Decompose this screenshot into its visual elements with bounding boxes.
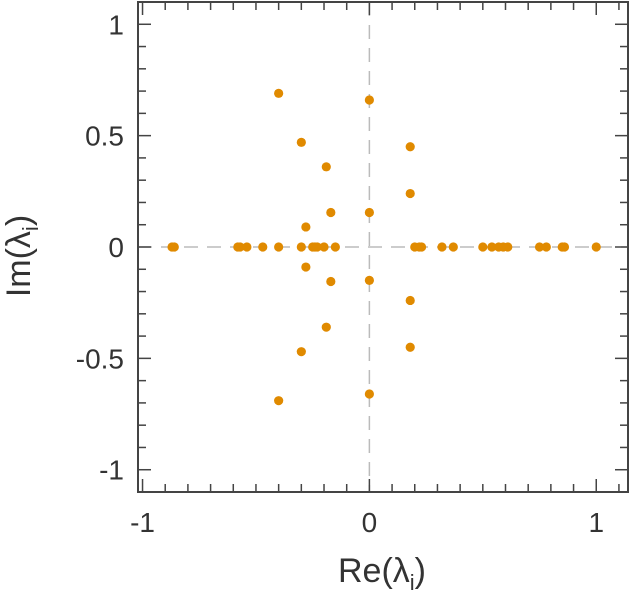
data-point (258, 242, 268, 252)
data-point (437, 242, 447, 252)
axis-ticks (138, 1, 628, 493)
data-point (416, 242, 427, 252)
data-point (448, 242, 458, 252)
data-point (405, 142, 415, 152)
data-point (274, 396, 284, 406)
data-point (296, 347, 306, 357)
data-point (364, 207, 374, 218)
data-point (364, 389, 374, 399)
data-point (242, 242, 252, 252)
data-point (330, 242, 340, 252)
data-point (405, 342, 415, 352)
y-tick-label: 1 (108, 9, 124, 40)
y-axis-label: Im(λi) (0, 215, 43, 297)
y-tick-label: 0 (108, 232, 124, 263)
x-tick-label: 0 (362, 507, 378, 538)
y-tick-label: -1 (99, 455, 124, 486)
data-point (364, 95, 374, 105)
data-point (478, 242, 488, 252)
data-point (321, 322, 331, 332)
data-point (541, 242, 551, 252)
data-point (169, 242, 179, 252)
data-point (235, 242, 245, 252)
data-point (326, 276, 336, 287)
data-point (405, 295, 415, 306)
y-tick-label: 0.5 (85, 121, 124, 152)
data-point (296, 137, 306, 147)
x-axis-label: Re(λi) (338, 552, 426, 595)
data-points (167, 88, 601, 406)
data-point (274, 242, 284, 252)
data-point (591, 242, 601, 252)
data-point (274, 88, 284, 98)
tick-labels: -1 0 1 -1 -0.5 0 0.5 1 (76, 9, 604, 538)
data-point (487, 242, 497, 252)
data-point (364, 275, 374, 286)
data-point (503, 242, 513, 252)
y-tick-label: -0.5 (76, 343, 124, 374)
x-tick-label: -1 (130, 507, 155, 538)
data-point (326, 207, 336, 218)
data-point (405, 188, 415, 199)
data-point (312, 242, 322, 252)
data-point (559, 242, 570, 252)
zero-lines (138, 2, 628, 492)
data-point (301, 262, 311, 272)
plot-frame (137, 1, 629, 493)
data-point (296, 242, 306, 252)
data-point (319, 242, 329, 252)
data-point (534, 242, 545, 252)
x-tick-label: 1 (588, 507, 604, 538)
data-point (301, 222, 311, 232)
data-point (321, 162, 331, 172)
